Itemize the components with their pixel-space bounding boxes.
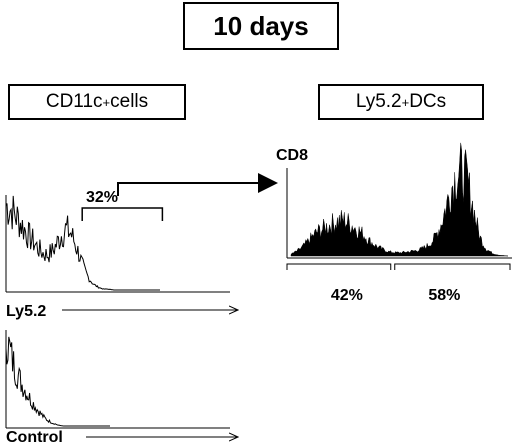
cd8-gate-bracket-low bbox=[286, 263, 392, 270]
page-title: 10 days bbox=[213, 10, 309, 41]
left-panel-sup: + bbox=[102, 94, 111, 110]
control-histogram-line bbox=[5, 336, 110, 427]
cd8-gate-bracket-high bbox=[394, 263, 511, 270]
cd8-histogram-area bbox=[290, 142, 509, 257]
cd8-gate-label-low: 42% bbox=[331, 287, 363, 304]
cd8-gate-label-high: 58% bbox=[428, 287, 460, 304]
control-axis-label: Control bbox=[6, 429, 63, 446]
cd8-histogram: CD8 42% 58% bbox=[276, 142, 512, 304]
ly5.2-histogram: 32% Ly5.2 bbox=[5, 189, 238, 320]
gate-to-cd8-arrow bbox=[117, 173, 278, 196]
left-panel-label: CD11c + cells bbox=[8, 84, 186, 120]
control-histogram: Control bbox=[5, 330, 238, 446]
right-panel-label: Ly5.2 + DCs bbox=[318, 84, 484, 120]
cd8-axis-label: CD8 bbox=[276, 147, 308, 164]
right-panel-name: Ly5.2 bbox=[355, 91, 402, 112]
ly5.2-gate-bracket bbox=[81, 207, 164, 221]
right-panel-sup: + bbox=[401, 94, 410, 110]
title-box: 10 days bbox=[183, 2, 339, 50]
ly5.2-gate-label: 32% bbox=[86, 189, 118, 206]
ly5.2-histogram-line bbox=[5, 195, 160, 291]
left-panel-suffix: cells bbox=[110, 91, 149, 112]
ly5.2-axis-label: Ly5.2 bbox=[6, 303, 46, 320]
left-panel-name: CD11c bbox=[45, 91, 103, 112]
right-panel-suffix: DCs bbox=[409, 91, 447, 112]
